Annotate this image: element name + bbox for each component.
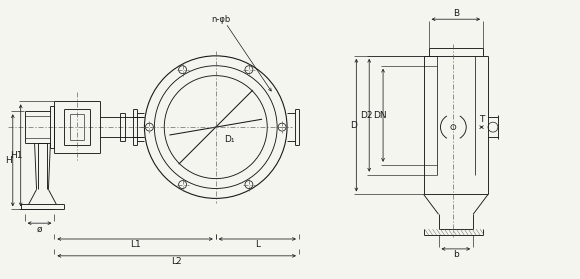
Text: B: B (453, 9, 459, 18)
Text: b: b (453, 250, 459, 259)
Text: D₁: D₁ (224, 134, 235, 143)
Text: L: L (255, 240, 260, 249)
Text: DN: DN (374, 111, 387, 120)
Text: D: D (350, 121, 357, 130)
Text: T: T (479, 115, 484, 124)
Text: H1: H1 (10, 151, 23, 160)
Text: L1: L1 (130, 240, 140, 249)
Text: D2: D2 (360, 111, 372, 120)
Text: ø: ø (37, 225, 42, 234)
Text: L2: L2 (171, 257, 182, 266)
Text: H: H (5, 156, 12, 165)
Text: n-φb: n-φb (211, 15, 230, 24)
